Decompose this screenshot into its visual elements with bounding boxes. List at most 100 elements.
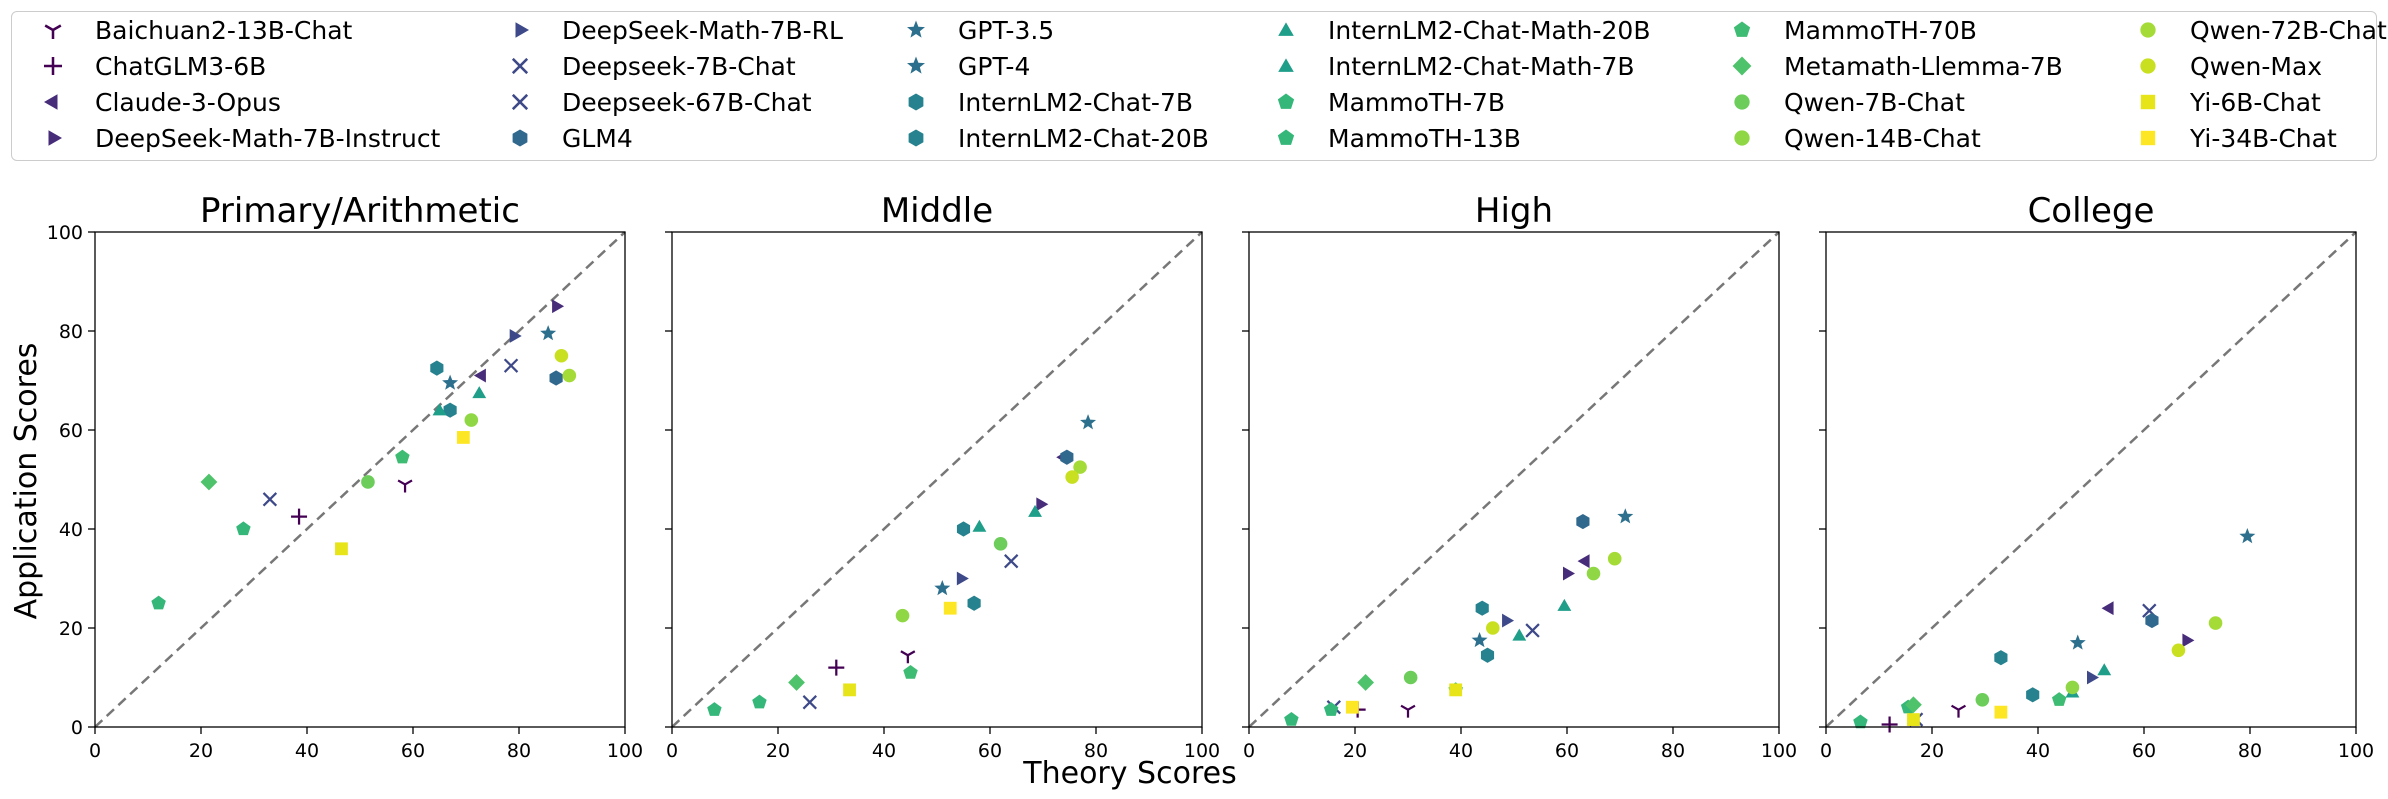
legend-item: Metamath-Llemma-7B xyxy=(1722,48,2063,84)
data-point xyxy=(503,358,519,373)
legend-item: Qwen-14B-Chat xyxy=(1722,120,1981,156)
data-point xyxy=(1060,449,1074,465)
panel-title: Middle xyxy=(881,191,993,231)
data-point xyxy=(1512,628,1527,641)
data-point xyxy=(1028,504,1042,517)
data-point xyxy=(1080,414,1097,430)
x-tick-label: 80 xyxy=(2238,740,2262,762)
x-tick-label: 20 xyxy=(1920,740,1944,762)
data-point xyxy=(2171,643,2186,658)
data-point xyxy=(2087,670,2099,685)
tri-down-icon xyxy=(44,24,62,39)
legend-label: InternLM2-Chat-20B xyxy=(958,123,1209,153)
data-point xyxy=(1607,551,1622,566)
plot-frame xyxy=(1248,231,1780,728)
legend-label: Qwen-72B-Chat xyxy=(2190,15,2387,45)
data-point xyxy=(509,329,522,343)
y-tick-label: 40 xyxy=(59,519,83,541)
star-icon xyxy=(907,20,925,38)
legend-item: Claude-3-Opus xyxy=(33,84,281,120)
x-tick-label: 0 xyxy=(666,740,678,762)
data-point xyxy=(828,659,845,676)
square-icon xyxy=(2140,94,2156,110)
data-point xyxy=(1557,598,1572,611)
data-point xyxy=(2026,687,2040,703)
legend-label: Yi-6B-Chat xyxy=(2190,87,2321,117)
data-point xyxy=(707,702,722,716)
data-point xyxy=(1449,683,1463,697)
data-point xyxy=(900,650,916,664)
data-point xyxy=(554,348,569,363)
legend-item: ChatGLM3-6B xyxy=(33,48,266,84)
x-tick-label: 100 xyxy=(607,740,643,762)
data-point xyxy=(1586,566,1601,581)
data-point xyxy=(1994,650,2008,666)
legend-label: Yi-34B-Chat xyxy=(2190,123,2337,153)
x-tick-label: 40 xyxy=(872,740,896,762)
x-tick-label: 100 xyxy=(1184,740,1220,762)
triangle-up-icon xyxy=(1278,58,1294,72)
data-point xyxy=(2145,612,2159,629)
legend-item: GPT-4 xyxy=(896,48,1030,84)
data-point xyxy=(1950,704,1967,718)
data-point xyxy=(2182,633,2195,648)
data-point xyxy=(1004,553,1019,569)
data-point xyxy=(1853,714,1868,729)
x-tick-label: 20 xyxy=(766,740,790,762)
data-point xyxy=(956,571,969,586)
legend-label: GLM4 xyxy=(562,123,633,153)
x-tick-label: 60 xyxy=(978,740,1002,762)
hexagon-icon xyxy=(908,129,924,147)
data-point xyxy=(200,473,218,491)
legend xyxy=(11,11,2377,161)
legend-item: InternLM2-Chat-Math-20B xyxy=(1266,12,1650,48)
data-point xyxy=(2097,663,2112,676)
legend-item: InternLM2-Chat-Math-7B xyxy=(1266,48,1635,84)
data-point xyxy=(562,368,577,383)
data-point xyxy=(236,521,251,536)
y-tick-label: 0 xyxy=(71,717,83,739)
x-tick-label: 80 xyxy=(1084,740,1108,762)
diagonal-reference-line xyxy=(1825,231,2357,728)
data-point xyxy=(1502,613,1515,628)
circle-icon xyxy=(1734,130,1750,146)
triangle-right-icon xyxy=(515,22,529,38)
data-point xyxy=(432,403,447,416)
legend-label: Claude-3-Opus xyxy=(95,87,281,117)
legend-label: ChatGLM3-6B xyxy=(95,51,267,81)
x-tick-label: 0 xyxy=(1243,740,1255,762)
data-point xyxy=(1036,497,1049,512)
legend-item: Deepseek-67B-Chat xyxy=(500,84,812,120)
x-icon xyxy=(511,57,529,75)
data-point xyxy=(1284,711,1299,726)
circle-icon xyxy=(1734,94,1750,110)
x-tick-label: 60 xyxy=(401,740,425,762)
data-point xyxy=(443,402,457,418)
diagonal-reference-line xyxy=(94,231,626,728)
legend-label: GPT-4 xyxy=(958,51,1031,81)
x-tick-label: 40 xyxy=(295,740,319,762)
x-tick-label: 0 xyxy=(89,740,101,762)
legend-item: GLM4 xyxy=(500,120,633,156)
data-point xyxy=(2101,601,2114,616)
diamond-icon xyxy=(1732,56,1752,76)
data-point xyxy=(1471,631,1488,648)
data-point xyxy=(395,449,410,464)
data-point xyxy=(1475,600,1489,616)
circle-icon xyxy=(2140,22,2156,38)
data-point xyxy=(1480,647,1495,663)
data-point xyxy=(1975,692,1990,707)
data-point xyxy=(397,479,413,493)
x-tick-label: 60 xyxy=(1555,740,1579,762)
data-point xyxy=(552,299,565,314)
x-tick-label: 80 xyxy=(1661,740,1685,762)
legend-item: Baichuan2-13B-Chat xyxy=(33,12,352,48)
y-tick-label: 100 xyxy=(47,222,83,244)
triangle-up-icon xyxy=(1278,22,1294,36)
legend-label: InternLM2-Chat-7B xyxy=(958,87,1194,117)
panel-2: Middle 0 20 40 60 80 100 xyxy=(665,191,1220,762)
legend-label: GPT-3.5 xyxy=(958,15,1055,45)
data-point xyxy=(934,580,951,596)
panel-3: High 0 20 40 60 80 100 xyxy=(1242,191,1797,762)
data-point xyxy=(262,492,278,507)
